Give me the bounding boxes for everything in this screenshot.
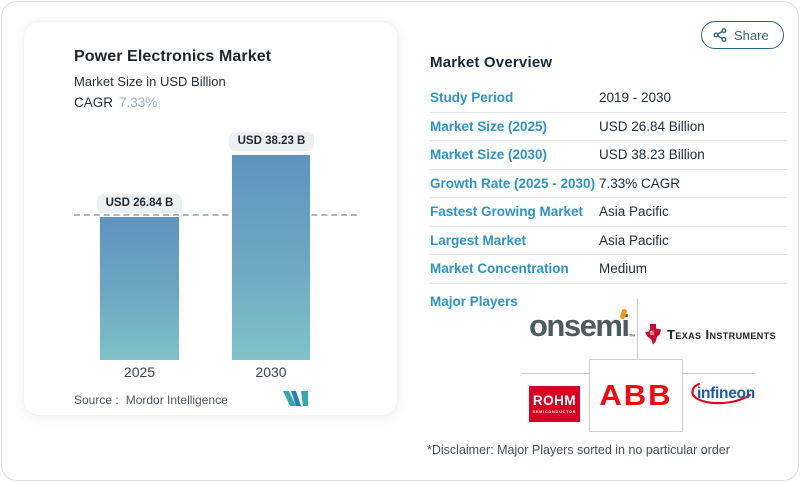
chart-title: Power Electronics Market <box>74 48 272 65</box>
players-grid-vertical-divider <box>637 299 638 359</box>
rohm-sub-wordmark: SEMICONDUCTOR <box>532 409 577 414</box>
abb-wordmark: ABB <box>599 378 673 412</box>
cagr-value: 7.33% <box>119 95 158 110</box>
row-label: Study Period <box>430 90 514 106</box>
share-button[interactable]: Share <box>701 21 784 49</box>
infineon-wordmark: infineon <box>697 385 755 402</box>
bar-value-label-2025: USD 26.84 B <box>87 193 192 213</box>
svg-text:ti: ti <box>650 330 654 337</box>
bar-2030 <box>232 155 310 360</box>
rohm-wordmark: ROHM <box>532 393 577 409</box>
row-label: Market Size (2025) <box>430 118 548 134</box>
onsemi-wordmark: onsemi <box>529 308 630 343</box>
row-label: Largest Market <box>430 232 527 248</box>
ti-texas-icon: ti <box>645 324 661 345</box>
bar-value-label-2030: USD 38.23 B <box>219 131 324 151</box>
share-button-label: Share <box>734 27 769 43</box>
row-label: Fastest Growing Market <box>430 204 584 220</box>
row-value: 7.33% CAGR <box>599 175 681 191</box>
texas-instruments-logo: ti Texas Instruments <box>645 324 776 345</box>
infineon-logo: infineon <box>688 381 758 409</box>
x-axis-label-2030: 2030 <box>255 364 287 380</box>
source-line: Source : Mordor Intelligence <box>74 393 228 407</box>
table-row: Fastest Growing Market Asia Pacific <box>430 198 787 227</box>
reference-dashed-line <box>74 214 357 216</box>
ti-wordmark: Texas Instruments <box>667 327 776 342</box>
abb-logo-cell: ABB <box>589 359 683 432</box>
source-label: Source : <box>74 393 119 407</box>
row-label: Market Size (2030) <box>430 147 548 163</box>
row-value: Medium <box>599 261 648 277</box>
table-row: Market Size (2025) USD 26.84 Billion <box>430 113 787 141</box>
table-row: Study Period 2019 - 2030 <box>430 84 787 113</box>
source-name: Mordor Intelligence <box>125 393 228 407</box>
row-value: 2019 - 2030 <box>599 90 672 106</box>
row-value: Asia Pacific <box>599 232 669 248</box>
infineon-swoosh-icon <box>691 382 752 405</box>
row-value: Asia Pacific <box>599 204 669 220</box>
disclaimer-text: *Disclaimer: Major Players sorted in no … <box>427 443 730 457</box>
row-label: Growth Rate (2025 - 2030) <box>430 175 596 191</box>
table-row: Market Concentration Medium <box>430 255 787 284</box>
onsemi-logo: onsemi ™ <box>529 308 636 343</box>
row-value: USD 38.23 Billion <box>599 147 705 163</box>
cagr-label: CAGR <box>74 95 114 110</box>
chart-cagr-line: CAGR 7.33% <box>74 95 157 110</box>
table-row: Growth Rate (2025 - 2030) 7.33% CAGR <box>430 170 787 198</box>
row-value: USD 26.84 Billion <box>599 118 705 134</box>
bar-2025 <box>100 217 179 360</box>
chart-panel: Power Electronics Market Market Size in … <box>24 22 397 415</box>
mordor-intelligence-logo-icon <box>283 391 308 406</box>
overview-table: Study Period 2019 - 2030 Market Size (20… <box>430 84 787 284</box>
row-label: Market Concentration <box>430 261 569 277</box>
table-row: Largest Market Asia Pacific <box>430 227 787 255</box>
chart-subtitle: Market Size in USD Billion <box>74 74 226 89</box>
table-row: Market Size (2030) USD 38.23 Billion <box>430 141 787 170</box>
onsemi-trademark: ™ <box>628 334 636 341</box>
major-players-label: Major Players <box>430 294 518 309</box>
overview-heading: Market Overview <box>430 54 553 71</box>
share-icon <box>713 28 727 42</box>
x-axis-label-2025: 2025 <box>123 364 156 380</box>
rohm-logo: ROHM SEMICONDUCTOR <box>529 386 580 422</box>
